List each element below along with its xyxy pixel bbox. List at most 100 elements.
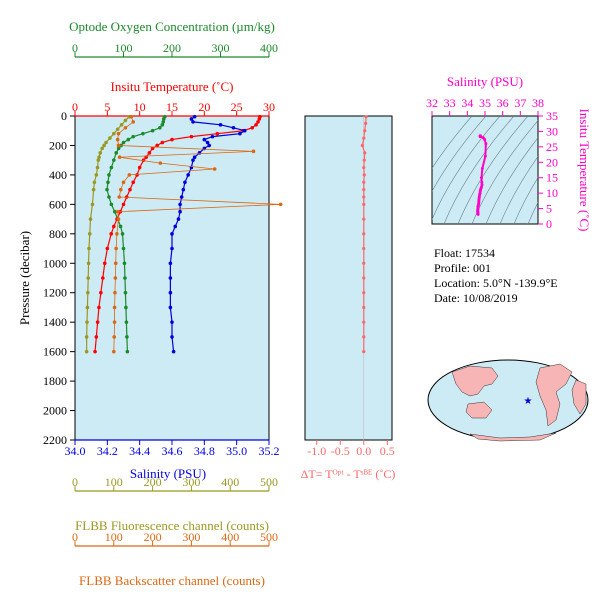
- fluorescence-point: [98, 151, 103, 155]
- delta-point: [362, 217, 366, 221]
- oxygen-point: [125, 335, 129, 339]
- ts-point: [483, 154, 487, 158]
- temperature-point: [257, 117, 262, 121]
- salinity-tick-label: 34.8: [194, 444, 215, 458]
- salinity-point: [207, 143, 211, 148]
- temperature-point: [128, 187, 132, 192]
- oxygen-point: [112, 158, 116, 162]
- backscatter-point: [278, 202, 283, 207]
- ts-temperature-tick-label: 5: [546, 202, 552, 216]
- salinity-point: [178, 209, 182, 214]
- temperature-point: [112, 224, 116, 229]
- profile-date: Date: 10/08/2019: [434, 291, 518, 305]
- salinity-tick-label: 35.0: [226, 444, 247, 458]
- oxygen-point: [158, 125, 162, 130]
- temperature-tick-label: 20: [198, 100, 210, 114]
- oxygen-point: [122, 261, 127, 266]
- temperature-point: [135, 173, 139, 177]
- backscatter-point: [115, 137, 120, 142]
- float-info: Float: 17534 Profile: 001 Location: 5.0°…: [434, 246, 558, 306]
- delta-tick-label: -1.0: [307, 444, 326, 458]
- salinity-axis-title: Salinity (PSU): [130, 466, 206, 481]
- backscatter-point: [115, 232, 119, 236]
- delta-point: [362, 165, 366, 170]
- fluorescence-point: [100, 146, 104, 151]
- fluorescence-point: [102, 143, 106, 148]
- delta-point: [362, 350, 366, 354]
- ts-salinity-tick-label: 34: [461, 96, 473, 110]
- ts-point: [478, 135, 482, 139]
- fluorescence-point: [115, 127, 120, 132]
- ts-density-contours: [432, 116, 538, 224]
- temperature-point: [170, 137, 174, 142]
- temperature-tick-label: 30: [263, 100, 275, 114]
- oxygen-point: [150, 128, 155, 133]
- ts-temperature-tick-label: 15: [546, 171, 558, 185]
- backscatter-point: [116, 143, 121, 148]
- oxygen-point: [106, 180, 110, 185]
- density-contour: [432, 116, 487, 192]
- delta-point: [362, 305, 366, 310]
- delta-point: [362, 261, 366, 265]
- fluorescence-point: [95, 165, 100, 170]
- oxygen-point: [141, 131, 145, 136]
- salinity-point: [205, 140, 210, 145]
- ts-salinity-tick-label: 35: [479, 96, 491, 110]
- delta-point: [362, 335, 366, 339]
- fluorescence-point: [84, 349, 89, 354]
- backscatter-point: [112, 349, 116, 354]
- temperature-tick-label: 5: [104, 100, 110, 114]
- ts-temperature-tick-label: 25: [546, 140, 558, 154]
- ts-salinity-tick-label: 32: [426, 96, 438, 110]
- salinity-point: [202, 137, 207, 142]
- fluorescence-point: [92, 180, 97, 185]
- fluorescence-point: [123, 118, 128, 123]
- salinity-tick-label: 34.2: [97, 444, 118, 458]
- fluorescence-point: [86, 290, 90, 295]
- density-contour: [432, 116, 473, 169]
- pressure-tick-label: 1800: [43, 374, 67, 388]
- backscatter-point: [112, 335, 116, 339]
- salinity-point: [170, 232, 174, 236]
- backscatter-point: [131, 120, 135, 124]
- pressure-tick-label: 1200: [43, 286, 67, 300]
- density-contour: [527, 201, 538, 224]
- delta-axis-title: ΔT= Tᴼᵖᵗ - Tˢᴮᴱ (˚C): [301, 467, 396, 481]
- series-layer: [84, 114, 488, 354]
- delta-point: [363, 129, 367, 133]
- fluorescence-point: [87, 246, 91, 251]
- fluorescence-point: [112, 131, 116, 136]
- temperature-point: [102, 261, 107, 266]
- density-contour: [432, 116, 501, 221]
- salinity-point: [168, 305, 173, 310]
- oxygen-point: [109, 165, 114, 170]
- pressure-tick-label: 2200: [43, 433, 67, 447]
- backscatter-point: [113, 276, 118, 280]
- temperature-point: [189, 134, 194, 139]
- ts-salinity-tick-label: 33: [444, 96, 456, 110]
- delta-tick-label: 0.5: [380, 444, 395, 458]
- map-land-antarctica: [469, 432, 557, 442]
- temperature-point: [109, 232, 114, 236]
- pressure-tick-label: 1400: [43, 315, 67, 329]
- delta-point: [364, 115, 368, 119]
- temperature-point: [95, 320, 100, 324]
- map-land-americas: [535, 363, 573, 427]
- backscatter-point: [116, 131, 121, 136]
- salinity-point: [168, 290, 173, 295]
- backscatter-point: [158, 161, 163, 165]
- temperature-point: [160, 140, 165, 145]
- temperature-point: [121, 202, 126, 207]
- oxygen-point: [160, 123, 165, 127]
- density-contour: [485, 137, 538, 224]
- delta-tick-label: 0.0: [356, 444, 371, 458]
- backscatter-point: [118, 187, 123, 192]
- float-location: Location: 5.0°N -139.9°E: [434, 276, 558, 290]
- oxygen-point: [109, 202, 114, 207]
- fluorescence-tick-label: 400: [221, 475, 239, 489]
- ts-point: [483, 137, 487, 141]
- fluorescence-tick-label: 200: [144, 475, 162, 489]
- pressure-tick-label: 600: [49, 197, 67, 211]
- salinity-point: [178, 202, 182, 207]
